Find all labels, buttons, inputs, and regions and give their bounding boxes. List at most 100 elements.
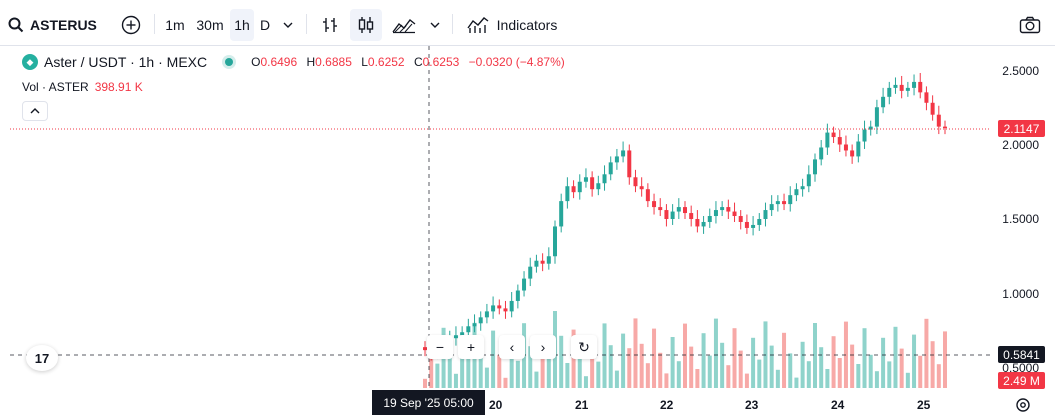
candle-body bbox=[652, 201, 657, 208]
reset-chart-button[interactable]: ↻ bbox=[571, 335, 597, 359]
candle-body bbox=[565, 186, 570, 202]
divider bbox=[452, 14, 453, 34]
volume-bar bbox=[460, 336, 465, 388]
candle-body bbox=[423, 347, 427, 351]
zoom-in-button[interactable]: + bbox=[458, 335, 484, 359]
volume-bar bbox=[583, 376, 588, 388]
candle-body bbox=[912, 81, 917, 88]
volume-value: 398.91 K bbox=[94, 80, 143, 94]
volume-bar bbox=[546, 357, 551, 388]
volume-bar bbox=[943, 331, 947, 388]
volume-bar bbox=[806, 361, 811, 388]
candle-body bbox=[676, 207, 681, 212]
candle-body bbox=[460, 332, 465, 336]
pair-title[interactable]: Aster / USDT · 1h · MEXC bbox=[44, 54, 208, 70]
volume-bar bbox=[856, 364, 861, 388]
aster-logo-icon: ◆ bbox=[22, 54, 38, 70]
volume-bar bbox=[478, 344, 483, 388]
volume-bar bbox=[509, 337, 514, 388]
volume-bar bbox=[782, 332, 787, 388]
candle-body bbox=[943, 126, 947, 129]
candle-body bbox=[491, 305, 496, 312]
scale-settings-button[interactable] bbox=[1014, 396, 1032, 414]
candles-icon bbox=[358, 17, 374, 33]
area-chart-type-button[interactable] bbox=[390, 9, 418, 41]
collapse-legend-button[interactable] bbox=[22, 101, 48, 121]
snapshot-button[interactable] bbox=[1016, 9, 1044, 41]
price-tick: 2.5000 bbox=[1002, 64, 1039, 78]
change-value: −0.0320 (−4.87%) bbox=[468, 55, 565, 69]
symbol-search[interactable]: ASTERUS bbox=[8, 9, 103, 41]
low-key: L bbox=[361, 55, 368, 69]
volume-bar bbox=[447, 349, 452, 388]
volume-bar bbox=[596, 361, 601, 388]
time-tick: 20 bbox=[489, 398, 503, 412]
volume-bar bbox=[429, 341, 434, 388]
tradingview-logo[interactable]: 17 bbox=[26, 345, 58, 371]
volume-bar bbox=[633, 318, 638, 388]
candle-body bbox=[881, 96, 886, 108]
low-value: 0.6252 bbox=[367, 55, 405, 69]
volume-bar bbox=[794, 377, 799, 388]
candle-body bbox=[726, 207, 731, 212]
interval-dropdown[interactable] bbox=[278, 9, 298, 41]
candle-chart-type-button[interactable] bbox=[350, 9, 382, 41]
interval-d[interactable]: D bbox=[259, 17, 271, 33]
volume-bar bbox=[621, 333, 626, 388]
volume-bar bbox=[602, 323, 607, 388]
candle-body bbox=[522, 278, 527, 291]
market-open-indicator bbox=[225, 58, 234, 66]
candle-body bbox=[850, 150, 855, 157]
volume-bar bbox=[744, 373, 749, 388]
candle-body bbox=[831, 132, 836, 138]
volume-bar bbox=[726, 365, 731, 388]
volume-label[interactable]: Vol · ASTER bbox=[22, 80, 89, 94]
top-toolbar: ASTERUS 1m 30m 1h D Indicators bbox=[0, 0, 1055, 46]
time-tick: 23 bbox=[745, 398, 759, 412]
candle-body bbox=[819, 147, 824, 160]
interval-30m[interactable]: 30m bbox=[196, 17, 224, 33]
indicators-button[interactable]: Indicators bbox=[462, 9, 562, 41]
candle-body bbox=[583, 177, 588, 182]
scroll-right-button[interactable]: › bbox=[530, 335, 556, 359]
price-tick: 0.5000 bbox=[1002, 361, 1039, 375]
time-tick: 21 bbox=[575, 398, 589, 412]
volume-bar bbox=[689, 346, 694, 388]
volume-bar bbox=[819, 347, 824, 388]
volume-bar bbox=[608, 345, 613, 388]
volume-bar bbox=[676, 361, 681, 388]
bar-chart-type-button[interactable] bbox=[316, 9, 344, 41]
volume-bar bbox=[899, 348, 904, 388]
volume-bar bbox=[874, 371, 879, 388]
volume-bar bbox=[775, 369, 780, 388]
volume-bar bbox=[484, 367, 489, 388]
zoom-out-button[interactable]: − bbox=[427, 335, 453, 359]
candle-body bbox=[856, 141, 861, 157]
candle-body bbox=[689, 213, 694, 219]
volume-bar bbox=[614, 370, 619, 388]
ohlc-values: O0.6496 H0.6885 L0.6252 C0.6253 −0.0320 … bbox=[251, 55, 571, 69]
candle-body bbox=[515, 290, 520, 301]
volume-bar bbox=[515, 360, 520, 388]
volume-bar bbox=[652, 328, 657, 388]
interval-1m[interactable]: 1m bbox=[165, 17, 185, 33]
candle-body bbox=[472, 323, 477, 327]
compare-add-button[interactable] bbox=[118, 9, 144, 41]
interval-1h[interactable]: 1h bbox=[230, 9, 254, 41]
volume-bar bbox=[639, 343, 644, 388]
candle-body bbox=[559, 201, 564, 227]
candle-body bbox=[763, 210, 768, 219]
candle-body bbox=[614, 156, 619, 163]
volume-tag: 2.49 M bbox=[998, 372, 1045, 389]
time-tick: 24 bbox=[831, 398, 845, 412]
chart-type-dropdown[interactable] bbox=[426, 9, 444, 41]
price-tick: 2.0000 bbox=[1002, 138, 1039, 152]
volume-bar bbox=[540, 335, 545, 388]
candle-body bbox=[918, 81, 923, 93]
volume-bar bbox=[670, 337, 675, 388]
candle-body bbox=[794, 189, 799, 196]
scroll-left-button[interactable]: ‹ bbox=[499, 335, 525, 359]
search-icon bbox=[8, 17, 24, 33]
camera-icon bbox=[1019, 16, 1041, 34]
